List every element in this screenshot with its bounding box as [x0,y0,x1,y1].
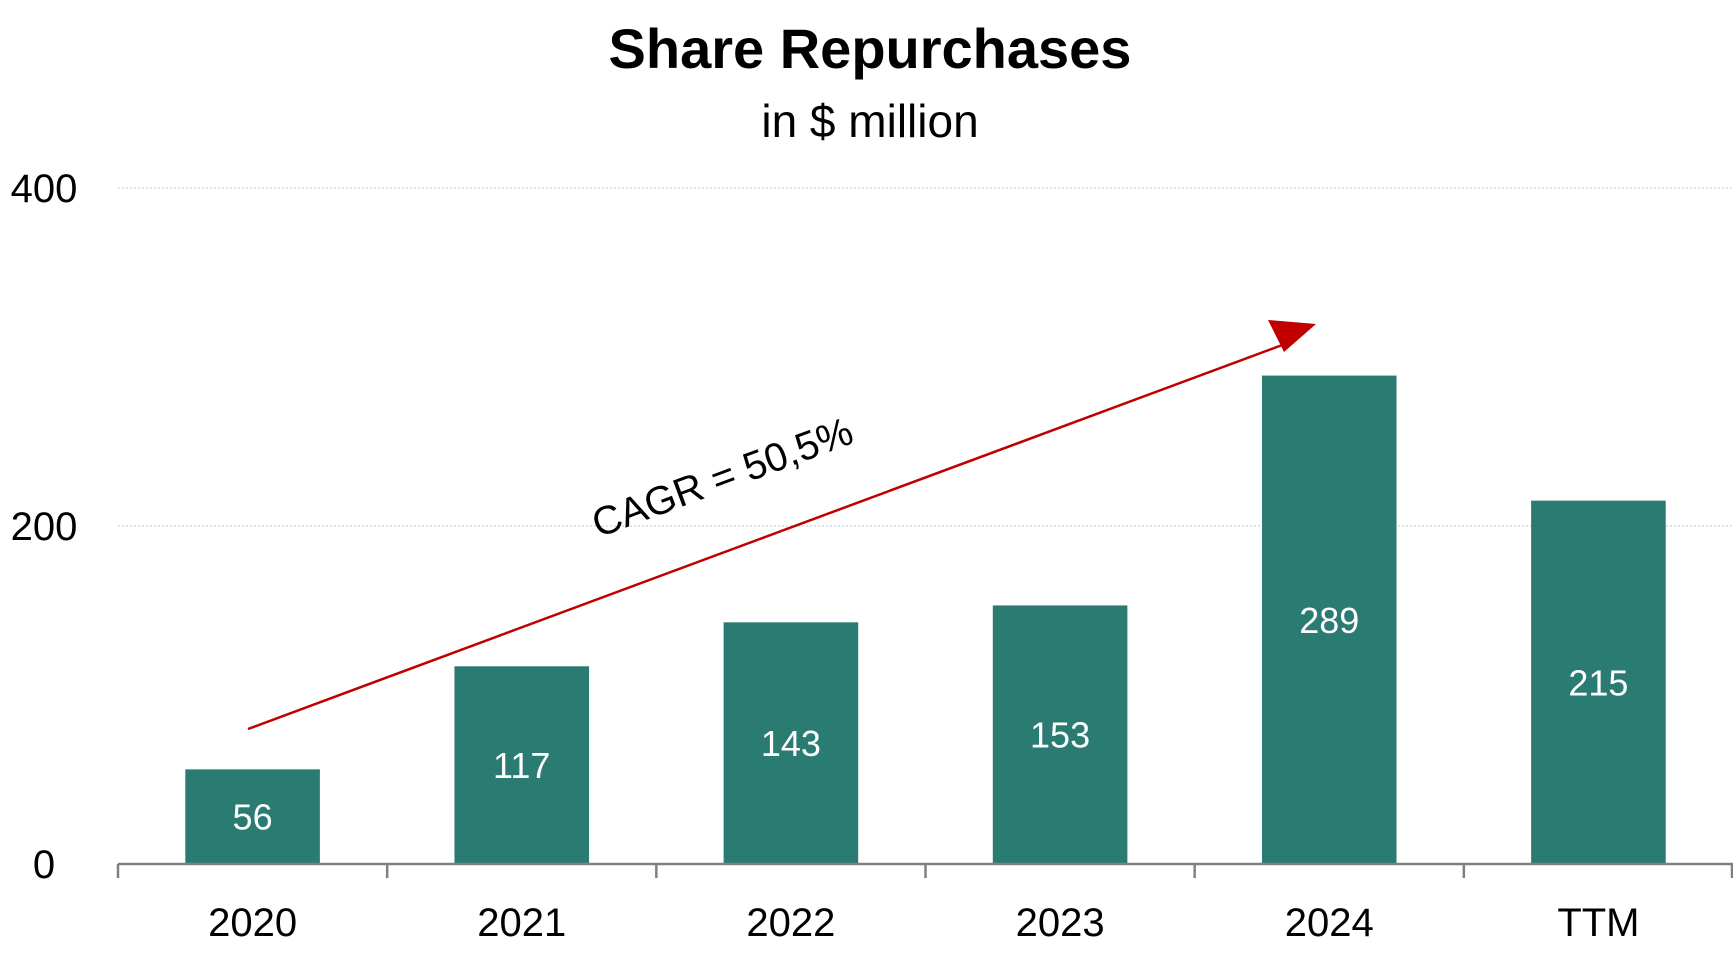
data-label: 117 [493,745,550,786]
x-tick-label: TTM [1557,901,1639,945]
data-labels: 56 117 143 153 289 215 [233,600,1629,838]
bar-2024 [1261,375,1397,864]
data-label: 56 [233,797,273,838]
x-tick-label: 2020 [208,901,297,945]
bar-2022 [723,622,859,864]
x-axis-tick-labels: 2020 2021 2022 2023 2024 TTM [208,901,1639,945]
gridlines [118,187,1733,527]
chart-subtitle: in $ million [761,95,978,147]
data-label: 289 [1299,600,1359,641]
bar-2023 [992,605,1128,864]
y-tick-label: 200 [11,505,78,549]
bar-ttm [1531,500,1666,864]
x-tick-label: 2024 [1285,901,1374,945]
x-axis [116,862,1733,878]
y-axis-tick-labels: 0 200 400 [11,167,78,887]
x-tick-label: 2023 [1016,901,1105,945]
y-tick-label: 400 [11,167,78,211]
cagr-arrow-head [1268,320,1316,352]
data-label: 215 [1568,662,1628,703]
cagr-arrow-line [247,342,1286,731]
bar-2021 [454,666,590,864]
y-tick-label: 0 [33,843,55,887]
data-label: 143 [761,723,821,764]
data-label: 153 [1030,715,1090,756]
x-tick-label: 2021 [477,901,566,945]
chart-title: Share Repurchases [609,17,1132,80]
bar-2020 [185,769,320,864]
x-tick-label: 2022 [746,901,835,945]
bars [185,375,1666,864]
